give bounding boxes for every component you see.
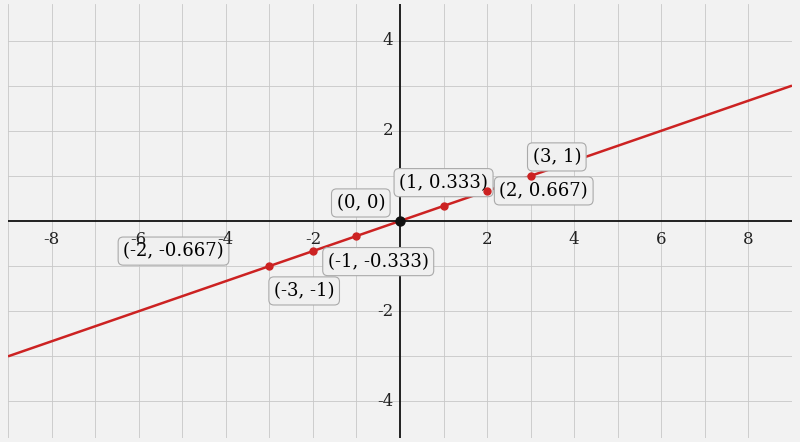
Text: 2: 2 xyxy=(482,231,493,248)
Text: (-3, -1): (-3, -1) xyxy=(274,282,334,300)
Text: (2, 0.667): (2, 0.667) xyxy=(499,182,588,200)
Text: (-1, -0.333): (-1, -0.333) xyxy=(328,253,429,271)
Text: (-2, -0.667): (-2, -0.667) xyxy=(123,242,224,260)
Text: -2: -2 xyxy=(378,303,394,320)
Text: 8: 8 xyxy=(743,231,754,248)
Text: -6: -6 xyxy=(130,231,146,248)
Text: (3, 1): (3, 1) xyxy=(533,148,581,166)
Text: 4: 4 xyxy=(383,32,394,49)
Text: -2: -2 xyxy=(305,231,321,248)
Text: -4: -4 xyxy=(378,393,394,410)
Text: (1, 0.333): (1, 0.333) xyxy=(399,174,488,192)
Text: -4: -4 xyxy=(218,231,234,248)
Text: (0, 0): (0, 0) xyxy=(337,194,385,212)
Text: 2: 2 xyxy=(383,122,394,139)
Text: -8: -8 xyxy=(43,231,60,248)
Text: 4: 4 xyxy=(569,231,579,248)
Text: 6: 6 xyxy=(656,231,666,248)
